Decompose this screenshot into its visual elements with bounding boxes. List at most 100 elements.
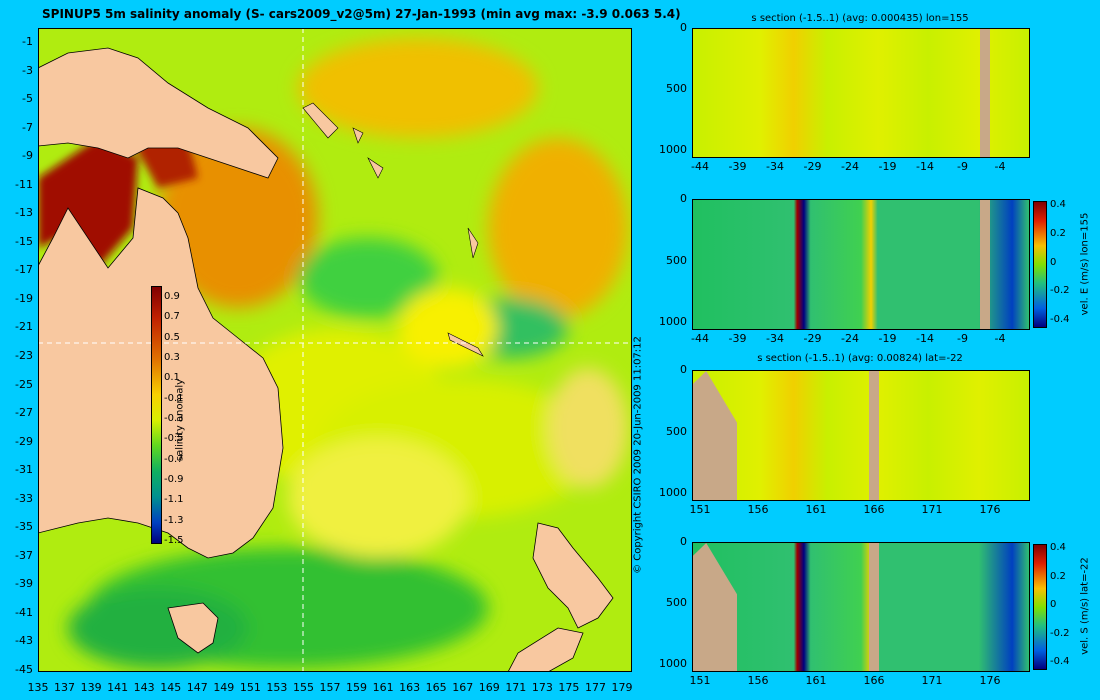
panel-x-tick: 151 xyxy=(689,674,711,687)
map-x-tick: 179 xyxy=(611,681,633,694)
panel-x-tick: 171 xyxy=(921,674,943,687)
panel-mask xyxy=(869,371,880,500)
map-x-tick: 167 xyxy=(452,681,474,694)
nz-north-island xyxy=(532,522,614,629)
map-y-tick: -41 xyxy=(15,605,33,619)
panel-y-tick: 1000 xyxy=(659,657,687,670)
panel-x-tick: -29 xyxy=(803,332,822,345)
map-x-tick: 135 xyxy=(27,681,49,694)
map-colorbar xyxy=(151,286,162,544)
map-x-tick: 157 xyxy=(319,681,341,694)
map-colorbar-tick: 0.3 xyxy=(164,352,180,363)
map-frame xyxy=(38,28,632,672)
map-colorbar-tick: 0.7 xyxy=(164,311,180,323)
panel-x-tick: -29 xyxy=(803,160,822,173)
map-colorbar-label: salinity anomaly xyxy=(174,378,186,462)
map-y-tick: -25 xyxy=(15,377,33,391)
anomaly-field xyxy=(68,38,628,668)
panel-x-tick: 156 xyxy=(747,674,769,687)
panel-x-tick: -34 xyxy=(766,332,784,345)
map-x-tick: 151 xyxy=(239,681,261,694)
panel-x-tick: -9 xyxy=(957,332,968,345)
panel-x-tick: -44 xyxy=(691,332,709,345)
panel-y-tick: 500 xyxy=(666,596,687,609)
salinity-map[interactable] xyxy=(38,28,632,672)
map-x-tick: 173 xyxy=(531,681,553,694)
panel-x-tick: -4 xyxy=(994,160,1006,173)
map-y-tick: -45 xyxy=(15,663,33,676)
panel-land xyxy=(693,543,737,671)
panel-y-tick: 0 xyxy=(680,21,687,34)
map-colorbar-tick: -0.9 xyxy=(164,474,184,485)
panel-x-tick: -34 xyxy=(766,160,784,173)
map-y-tick: -35 xyxy=(15,520,33,534)
panel-x-tick: 171 xyxy=(921,503,943,516)
panel-y-tick: 0 xyxy=(680,535,687,548)
map-y-tick: -19 xyxy=(15,291,33,305)
panel-y-tick: 0 xyxy=(680,363,687,376)
map-colorbar-tick: -0.5 xyxy=(164,433,184,445)
map-colorbar-tick: 0.5 xyxy=(164,331,180,343)
map-x-tick: 171 xyxy=(505,681,527,694)
panel-title-s-lon: s section (-1.5..1) (avg: 0.000435) lon=… xyxy=(751,13,969,24)
map-x-tick: 177 xyxy=(584,681,606,694)
panel-x-tick: -44 xyxy=(691,160,709,173)
panel-colorbar xyxy=(1033,201,1047,328)
panel-plot-vS-lat[interactable] xyxy=(692,542,1030,672)
map-y-tick: -15 xyxy=(15,234,33,248)
panel-y-tick: 1000 xyxy=(659,315,687,328)
panel-colorbar-tick: 0 xyxy=(1050,599,1057,610)
map-y-tick: -39 xyxy=(15,577,33,591)
panel-plot-vE-lon[interactable] xyxy=(692,199,1030,330)
tasmania xyxy=(167,602,219,654)
panel-mask xyxy=(869,543,880,671)
new-caledonia xyxy=(447,332,484,357)
map-y-tick: -21 xyxy=(15,320,33,334)
map-y-tick: -17 xyxy=(15,263,33,277)
panel-y-tick: 500 xyxy=(666,82,687,95)
map-x-tick: 155 xyxy=(292,681,314,694)
panel-land xyxy=(693,371,737,500)
panel-x-tick: -14 xyxy=(916,332,934,345)
map-y-tick: -7 xyxy=(22,120,33,134)
map-y-tick: -33 xyxy=(15,491,33,505)
map-x-tick: 159 xyxy=(346,681,368,694)
panel-y-tick: 500 xyxy=(666,253,687,267)
panel-colorbar xyxy=(1033,544,1047,670)
panel-colorbar-tick: 0.4 xyxy=(1050,542,1066,553)
panel-x-tick: 176 xyxy=(979,674,1001,687)
map-y-tick: -1 xyxy=(22,35,33,48)
map-title: SPINUP5 5m salinity anomaly (S- cars2009… xyxy=(42,7,681,21)
map-colorbar-tick: 0.1 xyxy=(164,372,180,384)
panel-x-tick: -39 xyxy=(728,160,747,173)
panel-plot-s-lat[interactable] xyxy=(692,370,1030,501)
panel-x-tick: 166 xyxy=(863,674,885,687)
map-colorbar-tick: -1.5 xyxy=(164,535,184,546)
map-x-tick: 161 xyxy=(372,681,394,694)
map-y-tick: -29 xyxy=(15,434,33,448)
panel-x-tick: 151 xyxy=(689,503,711,516)
panel-x-tick: -19 xyxy=(878,332,897,345)
panel-x-tick: -9 xyxy=(957,160,968,173)
panel-y-tick: 1000 xyxy=(659,143,687,156)
map-x-tick: 149 xyxy=(213,681,235,694)
map-y-tick: -43 xyxy=(15,634,33,648)
panel-y-tick: 0 xyxy=(680,192,687,205)
map-x-tick: 153 xyxy=(266,681,288,694)
panel-colorbar-label: vel. S (m/s) lat=-22 xyxy=(1079,557,1091,655)
panel-x-tick: 161 xyxy=(805,503,827,516)
panel-colorbar-tick: -0.4 xyxy=(1050,656,1070,667)
map-y-tick: -23 xyxy=(15,349,33,362)
map-y-tick: -3 xyxy=(22,63,33,77)
map-y-tick: -13 xyxy=(15,206,33,220)
map-colorbar-tick: -0.3 xyxy=(164,413,184,424)
copyright-text: © Copyright CSIRO 2009 20-Jun-2009 11:07… xyxy=(632,336,644,574)
map-y-tick: -5 xyxy=(22,92,33,106)
map-y-tick: -31 xyxy=(15,463,33,477)
nz-south-island xyxy=(507,627,584,672)
panel-colorbar-tick: -0.2 xyxy=(1050,627,1070,639)
panel-x-tick: -14 xyxy=(916,160,934,173)
map-y-tick: -27 xyxy=(15,406,33,420)
panel-plot-s-lon[interactable] xyxy=(692,28,1030,158)
map-colorbar-tick: -0.7 xyxy=(164,453,184,465)
